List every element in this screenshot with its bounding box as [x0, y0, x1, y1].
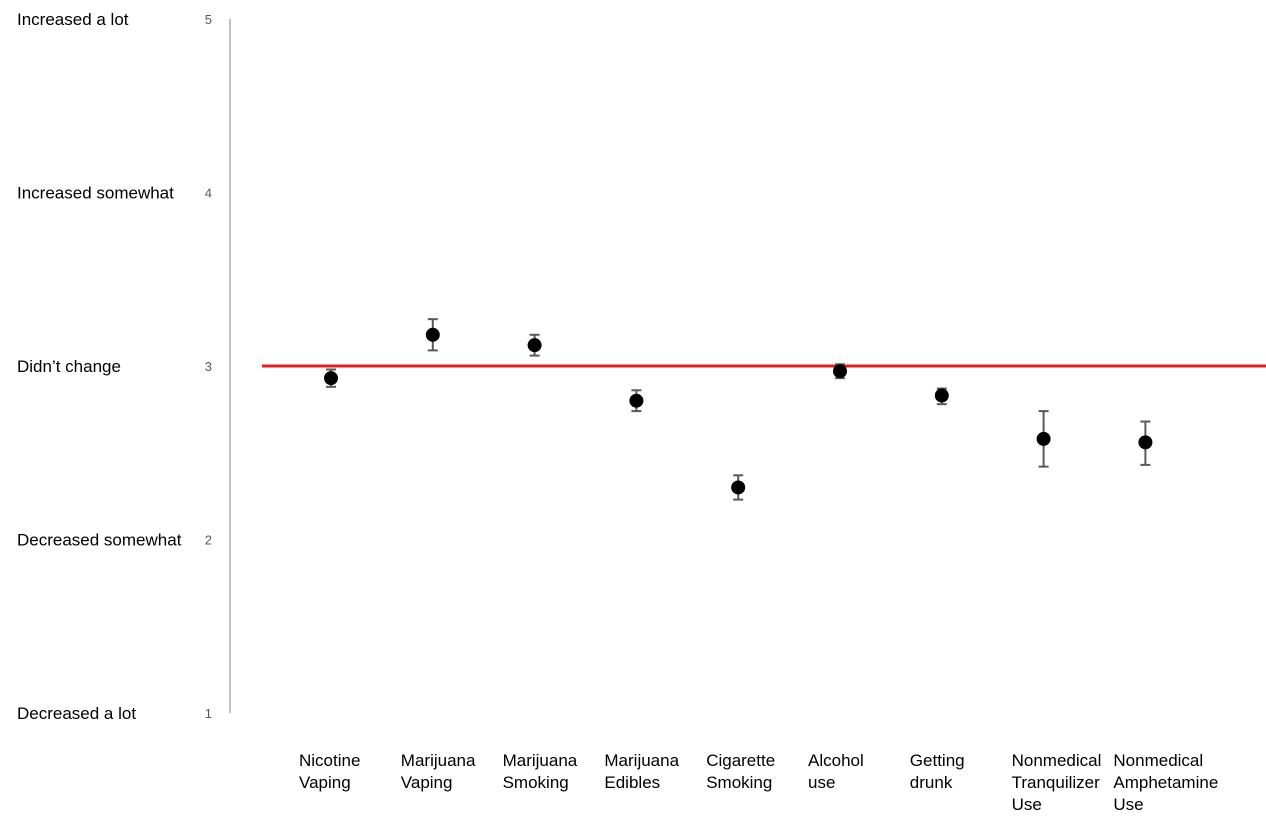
data-point-marker [833, 364, 847, 379]
x-category-label-line: Amphetamine [1113, 773, 1218, 792]
x-category-label-line: Cigarette [706, 751, 775, 770]
data-point-group [731, 474, 746, 501]
x-category-label: Marijuana Edibles [604, 751, 679, 792]
data-point-group [1138, 420, 1153, 466]
x-category-label: Marijuana Vaping [401, 751, 476, 792]
x-category-label-line: Use [1012, 795, 1042, 814]
x-category-label-line: Marijuana [503, 751, 578, 770]
x-category-label-line: Use [1113, 795, 1143, 814]
data-point-group [324, 368, 338, 388]
x-category-label-line: drunk [910, 773, 953, 792]
x-category-label-line: Marijuana [604, 751, 679, 770]
x-category-label-line: use [808, 773, 835, 792]
y-category-label: Increased a lot [17, 10, 129, 29]
x-category-label-line: Tranquilizer [1012, 773, 1101, 792]
y-tick-label: 3 [205, 359, 212, 374]
data-point-marker [324, 371, 338, 386]
x-category-label: Nonmedical Tranquilizer Use [1012, 751, 1102, 814]
y-category-label: Increased somewhat [17, 184, 174, 203]
y-tick-label: 5 [205, 12, 212, 27]
x-category-label-line: Smoking [706, 773, 772, 792]
y-tick-label: 1 [205, 706, 212, 721]
y-tick-label: 2 [205, 533, 212, 548]
data-point-marker [425, 327, 440, 342]
y-axis: Increased a lot 5 Increased somewhat 4 Didn’… [17, 10, 231, 723]
data-point-marker [629, 393, 644, 408]
x-category-label-line: Nonmedical [1012, 751, 1102, 770]
data-point-group [833, 363, 847, 380]
x-category-label-line: Nicotine [299, 751, 360, 770]
data-point-group [1036, 410, 1051, 468]
y-category-label: Decreased a lot [17, 704, 136, 723]
y-category-label: Didn’t change [17, 357, 121, 376]
x-category-label: Nonmedical Amphetamine Use [1113, 751, 1218, 814]
data-point-marker [527, 338, 542, 353]
x-category-label-line: Nonmedical [1113, 751, 1203, 770]
x-category-label: Nicotine Vaping [299, 751, 360, 792]
x-category-label-line: Getting [910, 751, 965, 770]
x-category-label-line: Alcohol [808, 751, 864, 770]
x-category-label-line: Vaping [401, 773, 453, 792]
x-axis-labels: Nicotine Vaping Marijuana Vaping Marijuana Sm… [299, 751, 1218, 814]
x-category-label-line: Marijuana [401, 751, 476, 770]
x-category-label-line: Edibles [604, 773, 660, 792]
x-category-label: Getting drunk [910, 751, 965, 792]
data-point-marker [1138, 435, 1153, 450]
data-point-group [425, 318, 440, 352]
data-point-group [629, 389, 644, 413]
data-point-marker [934, 388, 949, 403]
x-category-label: Marijuana Smoking [503, 751, 578, 792]
y-category-label: Decreased somewhat [17, 531, 182, 550]
data-point-group [527, 333, 542, 357]
data-point-marker [731, 480, 746, 495]
x-category-label: Cigarette Smoking [706, 751, 775, 792]
x-category-label-line: Vaping [299, 773, 351, 792]
data-points [324, 318, 1153, 501]
data-point-group [934, 387, 949, 406]
y-tick-label: 4 [205, 186, 212, 201]
x-category-label: Alcohol use [808, 751, 864, 792]
data-point-marker [1036, 431, 1051, 446]
x-category-label-line: Smoking [503, 773, 569, 792]
